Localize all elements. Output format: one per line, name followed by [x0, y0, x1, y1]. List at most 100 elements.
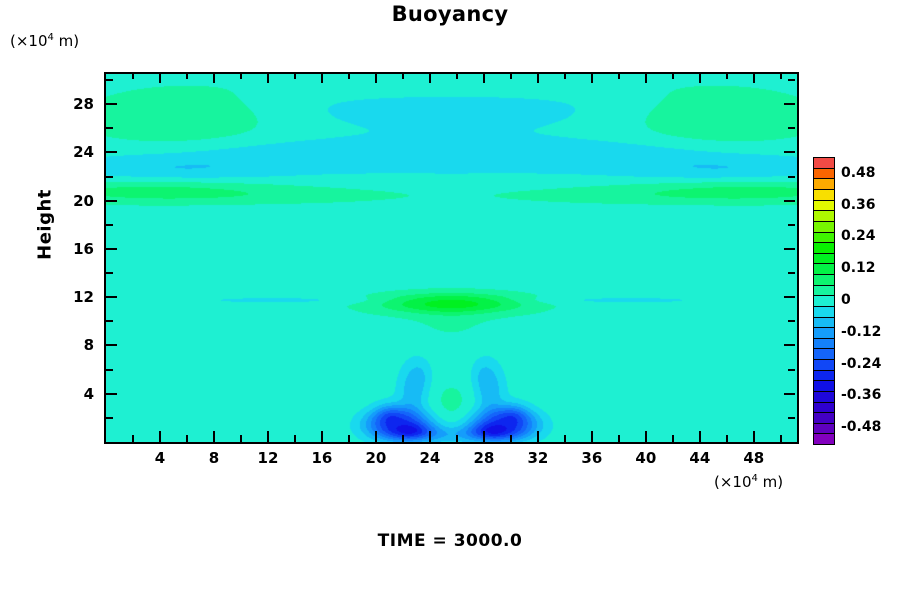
colorbar-tick-labels: 0.48 0.36 0.24 0.12 0 -0.12 -0.24 -0.36 -0.48 — [841, 0, 900, 600]
y-axis-tick-major — [106, 392, 117, 395]
colorbar-tick-label: 0.24 — [841, 228, 876, 245]
x-axis-tick-minor — [671, 435, 674, 442]
y-axis-tick-minor — [788, 127, 795, 130]
colorbar-band — [814, 179, 834, 190]
y-axis-tick-minor — [106, 127, 113, 130]
x-axis-tick-major — [644, 431, 647, 442]
y-axis-tick-minor — [106, 416, 113, 419]
time-caption: TIME = 3000.0 — [377, 531, 523, 551]
x-axis-tick-minor — [293, 72, 296, 79]
x-axis-tick-minor — [347, 72, 350, 79]
y-axis-tick-major — [106, 103, 117, 106]
colorbar-band — [814, 317, 834, 329]
colorbar-tick-label: 0.48 — [841, 164, 876, 181]
x-axis-tick-major — [698, 431, 701, 442]
x-axis-tick-minor — [401, 435, 404, 442]
colorbar-band — [814, 434, 834, 444]
x-axis-tick-major — [752, 431, 755, 442]
colorbar-band — [814, 264, 834, 275]
x-axis-tick-minor — [131, 72, 134, 79]
colorbar-band — [814, 349, 834, 360]
y-axis-tick-label: 4 — [83, 384, 94, 403]
y-axis-tick-label: 12 — [73, 288, 94, 307]
x-axis-tick-major — [698, 72, 701, 83]
page-title: Buoyancy — [391, 2, 509, 26]
y-axis-tick-minor — [106, 368, 113, 371]
y-axis-tick-minor — [788, 79, 795, 82]
y-axis-unit-label: (×104 m) — [10, 32, 79, 50]
y-axis-tick-labels: 4 8 12 16 20 24 28 — [46, 0, 94, 600]
y-axis-tick-major — [784, 344, 795, 347]
x-axis-tick-major — [752, 72, 755, 83]
colorbar-band — [814, 360, 834, 371]
x-axis-tick-major — [482, 72, 485, 83]
x-axis-tick-major — [320, 431, 323, 442]
x-axis-tick-minor — [455, 435, 458, 442]
x-axis-tick-label: 28 — [473, 449, 495, 467]
y-axis-tick-minor — [788, 223, 795, 226]
x-axis-tick-label: 32 — [527, 449, 549, 467]
y-axis-tick-minor — [788, 175, 795, 178]
colorbar-tick-label: 0.12 — [841, 260, 876, 277]
x-axis-tick-minor — [617, 435, 620, 442]
y-axis-tick-minor — [106, 320, 113, 323]
y-axis-tick-major — [784, 103, 795, 106]
y-axis-tick-major — [106, 344, 117, 347]
colorbar-band — [814, 338, 834, 350]
x-axis-tick-major — [590, 72, 593, 83]
x-axis-tick-minor — [239, 435, 242, 442]
y-axis-tick-major — [106, 199, 117, 202]
x-axis-unit-suffix: m) — [757, 473, 784, 491]
y-axis-tick-label: 16 — [73, 239, 94, 258]
x-axis-tick-minor — [239, 72, 242, 79]
y-axis-tick-minor — [106, 272, 113, 275]
colorbar-band — [814, 221, 834, 233]
colorbar-tick-label: -0.36 — [841, 387, 882, 404]
x-axis-tick-label: 8 — [208, 449, 220, 467]
y-axis-tick-label: 8 — [83, 336, 94, 355]
colorbar-tick-label: 0.36 — [841, 196, 876, 213]
x-axis-tick-major — [374, 72, 377, 83]
y-axis-tick-minor — [788, 416, 795, 419]
colorbar-tick-label: 0 — [841, 292, 851, 308]
y-axis-tick-label: 28 — [73, 95, 94, 114]
x-axis-tick-minor — [671, 72, 674, 79]
y-axis-tick-label: 20 — [73, 191, 94, 210]
x-axis-tick-major — [320, 72, 323, 83]
x-axis-tick-major — [428, 431, 431, 442]
y-axis-tick-minor — [106, 223, 113, 226]
colorbar-band — [814, 370, 834, 382]
y-axis-tick-major — [784, 151, 795, 154]
x-axis-tick-label: 44 — [689, 449, 711, 467]
colorbar-band — [814, 275, 834, 286]
x-axis-tick-major — [158, 431, 161, 442]
x-axis-tick-label: 4 — [154, 449, 166, 467]
colorbar-band — [814, 232, 834, 244]
x-axis-tick-major — [482, 431, 485, 442]
y-axis-tick-minor — [788, 320, 795, 323]
y-axis-tick-minor — [788, 368, 795, 371]
x-axis-tick-major — [428, 72, 431, 83]
x-axis-tick-minor — [185, 72, 188, 79]
colorbar-tick-label: -0.12 — [841, 323, 882, 340]
x-axis-tick-major — [158, 72, 161, 83]
contour-plot-area — [104, 72, 799, 444]
x-axis-tick-major — [266, 431, 269, 442]
colorbar-tick-label: -0.48 — [841, 419, 882, 436]
colorbar-band — [814, 243, 834, 254]
x-axis-unit-label: (×104 m) — [714, 473, 783, 491]
x-axis-unit-prefix: (×10 — [714, 473, 752, 491]
x-axis-tick-major — [590, 431, 593, 442]
y-axis-tick-label: 24 — [73, 143, 94, 162]
x-axis-tick-minor — [563, 435, 566, 442]
y-axis-tick-minor — [106, 175, 113, 178]
colorbar-band — [814, 381, 834, 392]
x-axis-tick-label: 48 — [743, 449, 765, 467]
x-axis-tick-minor — [401, 72, 404, 79]
colorbar-band — [814, 306, 834, 318]
x-axis-tick-major — [266, 72, 269, 83]
colorbar-band — [814, 391, 834, 403]
x-axis-tick-minor — [509, 435, 512, 442]
x-axis-tick-major — [536, 431, 539, 442]
colorbar-band — [814, 190, 834, 201]
